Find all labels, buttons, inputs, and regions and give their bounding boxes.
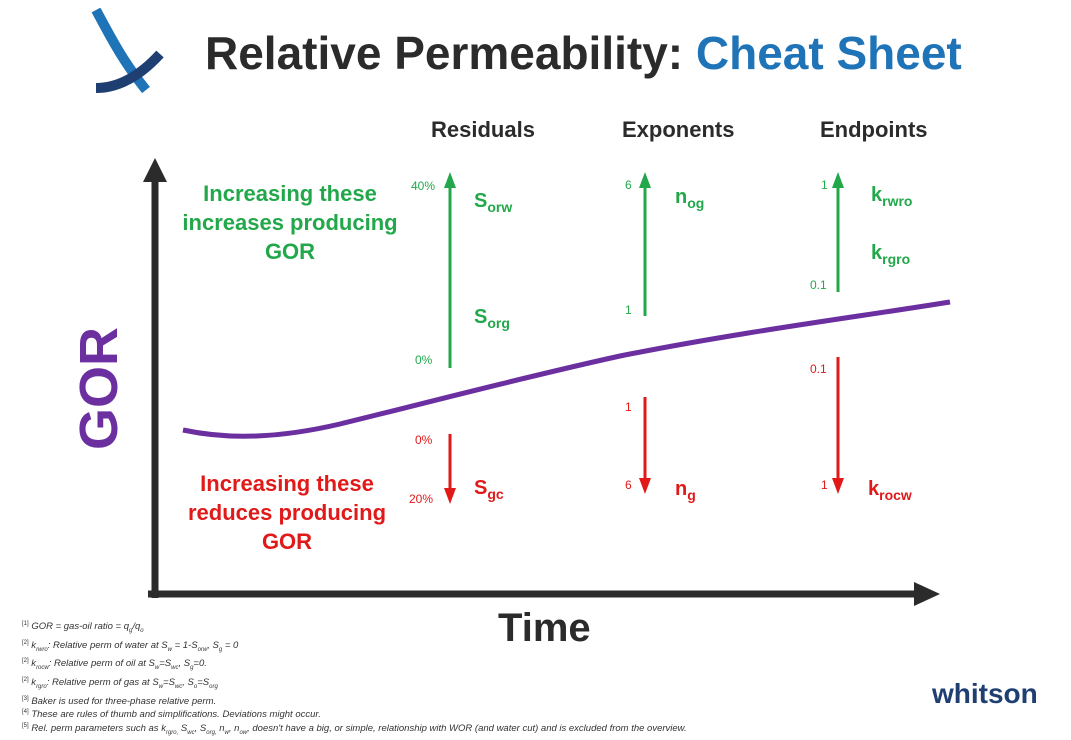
brand-wordmark: whitson [932, 678, 1038, 709]
tick-exponents-up-bottom: 1 [625, 303, 632, 317]
footnote-1: [1] GOR = gas-oil ratio = qg/qo [22, 621, 144, 635]
column-header-residuals: Residuals [431, 117, 535, 142]
gor-curve [182, 299, 951, 439]
tick-residuals-up-top: 40% [411, 179, 436, 193]
tick-endpoints-down-top: 0.1 [810, 362, 827, 376]
endpoints-increase-arrowhead [832, 172, 844, 188]
title-accent: Cheat Sheet [695, 27, 962, 79]
exponents-decrease-arrowhead [639, 478, 651, 494]
decrease-gor-note: Increasing these reduces producing GOR [187, 471, 387, 554]
tick-exponents-up-top: 6 [625, 178, 632, 192]
param-ng: ng [675, 478, 696, 503]
tick-residuals-up-bottom: 0% [415, 353, 433, 367]
endpoints-decrease-arrowhead [832, 478, 844, 494]
param-krwro: krwro [871, 184, 913, 209]
page-title: Relative Permeability: Cheat Sheet [205, 30, 962, 76]
y-axis-arrowhead [143, 158, 167, 182]
footnote-5: [3] Baker is used for three-phase relati… [22, 695, 217, 707]
param-sorw: Sorw [474, 190, 513, 215]
footnote-2: [2] krwro: Relative perm of water at Sw … [22, 639, 239, 653]
param-krgro: krgro [871, 242, 911, 267]
whitson-logo-icon [91, 8, 164, 94]
tick-exponents-down-bottom: 6 [625, 478, 632, 492]
footnote-3: [2] krocw: Relative perm of oil at Sw=Sw… [22, 658, 207, 672]
increase-gor-note: Increasing these increases producing GOR [182, 181, 398, 264]
tick-endpoints-up-bottom: 0.1 [810, 278, 827, 292]
tick-residuals-down-top: 0% [415, 433, 433, 447]
x-axis-label: Time [498, 606, 591, 650]
param-nog: nog [675, 186, 705, 211]
title-main: Relative Permeability: [205, 27, 684, 79]
param-krocw: krocw [868, 478, 912, 503]
column-header-endpoints: Endpoints [820, 117, 928, 142]
tick-exponents-down-top: 1 [625, 400, 632, 414]
param-sgc: Sgc [474, 477, 504, 502]
tick-endpoints-down-bottom: 1 [821, 478, 828, 492]
column-header-exponents: Exponents [622, 117, 735, 142]
footnotes: [1] GOR = gas-oil ratio = qg/qo [2] krwr… [22, 619, 687, 740]
footnote-7: [5] Rel. perm parameters such as krgro, … [22, 723, 687, 737]
tick-residuals-down-bottom: 20% [409, 492, 434, 506]
x-axis-arrowhead [914, 582, 940, 606]
residuals-increase-arrowhead [444, 172, 456, 188]
footnote-4: [2] krgro: Relative perm of gas at Sw=Sw… [22, 676, 218, 690]
footnote-6: [4] These are rules of thumb and simplif… [22, 709, 321, 721]
residuals-decrease-arrowhead [444, 488, 456, 504]
tick-endpoints-up-top: 1 [821, 178, 828, 192]
y-axis-label: GOR [69, 326, 129, 450]
exponents-increase-arrowhead [639, 172, 651, 188]
param-sorg: Sorg [474, 306, 510, 331]
